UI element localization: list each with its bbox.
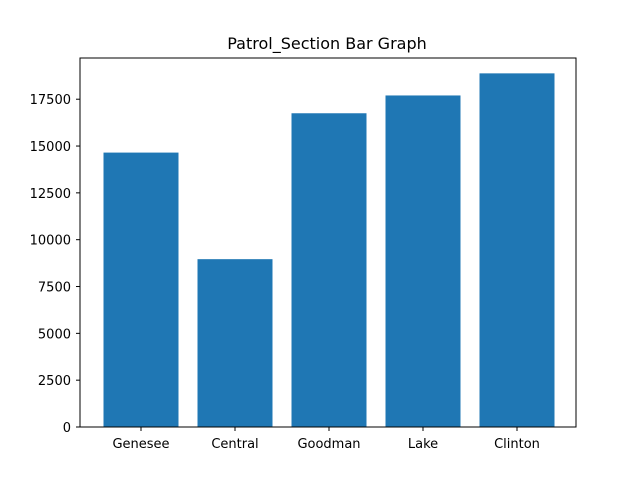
x-tick-label: Clinton: [494, 437, 540, 452]
x-tick-label: Central: [211, 437, 258, 452]
x-tick-label: Lake: [408, 437, 438, 452]
chart-title: Patrol_Section Bar Graph: [227, 34, 427, 54]
y-tick-label: 2500: [38, 374, 71, 389]
bar-goodman: [291, 113, 367, 427]
bar-genesee: [103, 152, 179, 427]
y-tick-label: 0: [63, 421, 71, 436]
y-tick-label: 12500: [30, 187, 71, 202]
bars-layer: [103, 73, 555, 428]
y-axis: 0 2500 5000 7500 10000 12500 15000 17500: [30, 93, 80, 436]
y-tick-label: 10000: [30, 234, 71, 249]
bar-lake: [385, 95, 461, 428]
x-axis: Genesee Central Goodman Lake Clinton: [112, 427, 540, 452]
y-tick-label: 7500: [38, 281, 71, 296]
plot-frame: [79, 57, 577, 428]
y-tick-label: 17500: [30, 93, 71, 108]
y-tick-label: 15000: [30, 140, 71, 155]
x-tick-label: Genesee: [112, 437, 169, 452]
x-tick-label: Goodman: [297, 437, 360, 452]
y-tick-label: 5000: [38, 327, 71, 342]
bar-central: [197, 259, 273, 427]
bar-clinton: [479, 73, 555, 428]
